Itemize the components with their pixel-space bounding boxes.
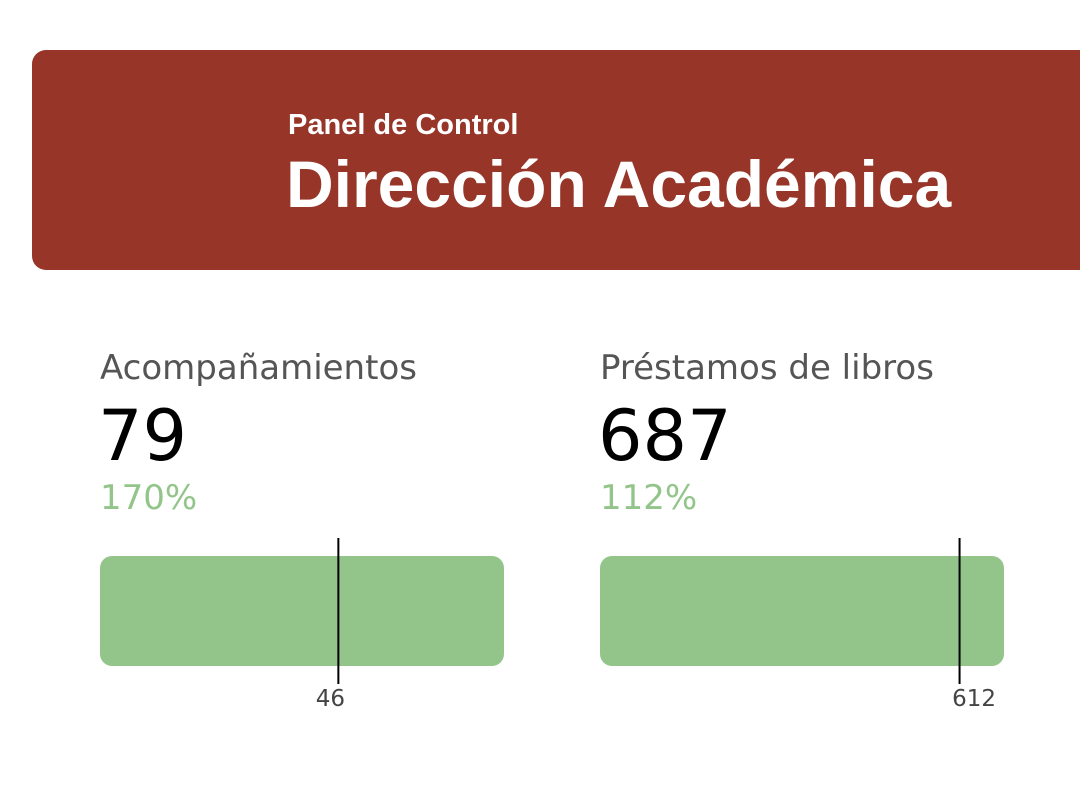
kpi-value: 79: [98, 395, 188, 477]
kpi-label: Préstamos de libros: [600, 348, 934, 388]
kpi-target-label: 612: [952, 686, 996, 712]
dashboard-header: Panel de Control Dirección Académica: [32, 50, 1080, 270]
kpi-bar-chart: 46: [100, 538, 504, 712]
kpi-card-acompanamientos: Acompañamientos 79 170% 46: [98, 340, 520, 730]
kpi-value: 687: [598, 395, 732, 477]
header-subtitle: Panel de Control: [288, 109, 519, 141]
kpi-bar-fill: [600, 556, 1004, 666]
kpi-target-label: 46: [316, 686, 345, 712]
kpi-label: Acompañamientos: [100, 348, 417, 388]
kpi-bar-fill: [100, 556, 504, 666]
kpi-percent: 112%: [600, 478, 698, 518]
kpi-percent: 170%: [100, 478, 198, 518]
page-title: Dirección Académica: [286, 147, 952, 221]
kpi-card-prestamos-libros: Préstamos de libros 687 112% 612: [598, 340, 1020, 730]
kpi-bar-chart: 612: [600, 538, 1004, 712]
